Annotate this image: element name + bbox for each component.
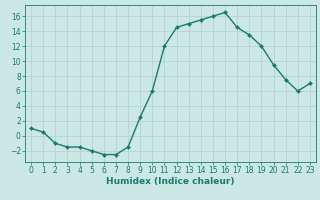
X-axis label: Humidex (Indice chaleur): Humidex (Indice chaleur) (106, 177, 235, 186)
